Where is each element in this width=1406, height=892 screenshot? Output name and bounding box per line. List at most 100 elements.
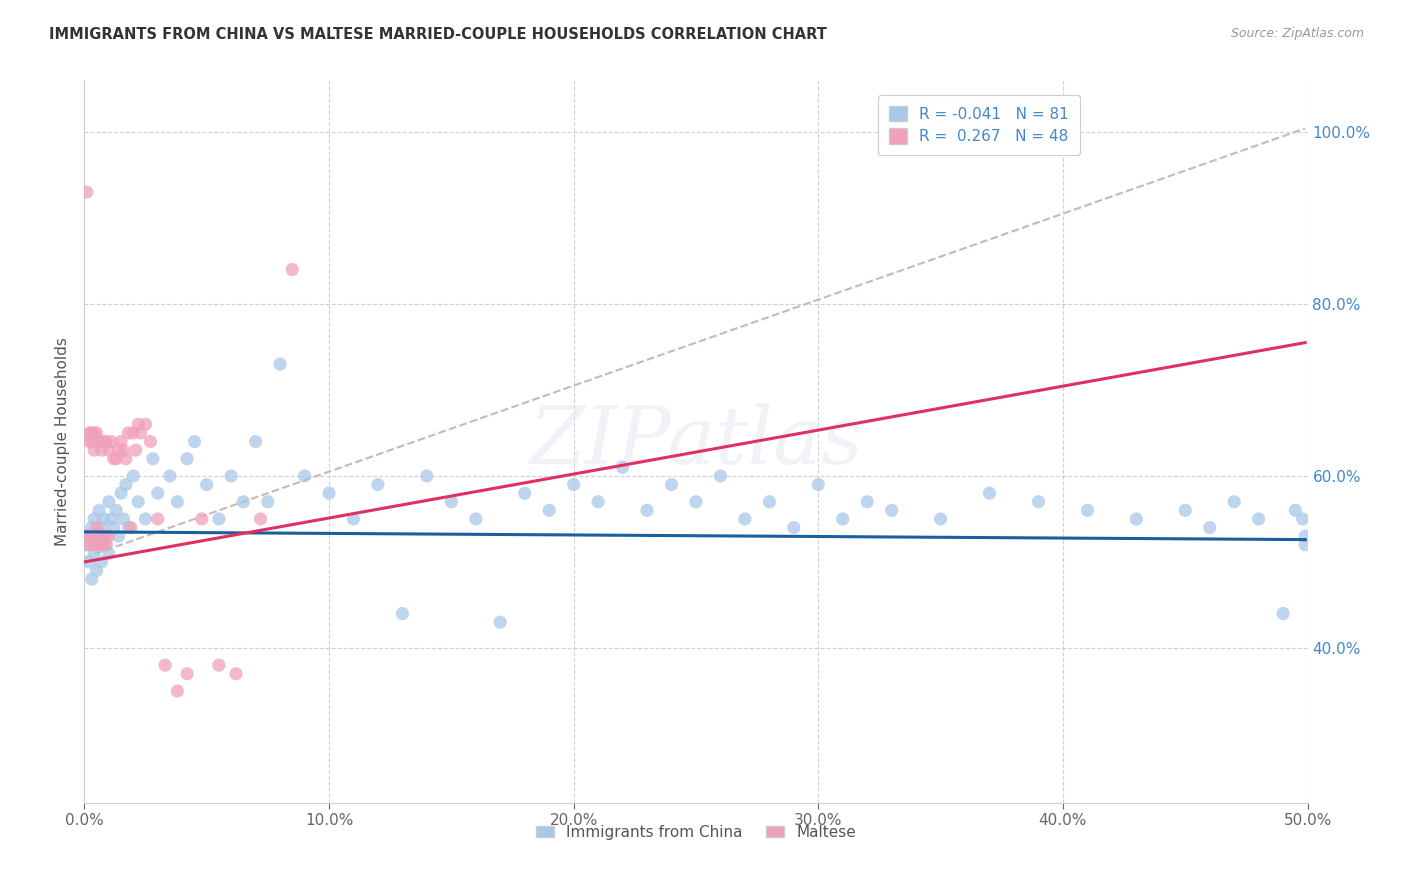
Point bbox=[77, 434, 100, 449]
Point bbox=[96, 538, 118, 552]
Point bbox=[93, 434, 115, 449]
Point bbox=[83, 512, 105, 526]
Point bbox=[1198, 520, 1220, 534]
Point bbox=[929, 512, 952, 526]
Point bbox=[195, 477, 218, 491]
Point bbox=[76, 538, 98, 552]
Point bbox=[107, 443, 129, 458]
Point bbox=[87, 434, 110, 449]
Point bbox=[513, 486, 536, 500]
Text: ZIPatlas: ZIPatlas bbox=[529, 403, 863, 480]
Point bbox=[612, 460, 634, 475]
Point bbox=[90, 538, 112, 552]
Point bbox=[97, 529, 120, 543]
Point bbox=[1294, 529, 1316, 543]
Point bbox=[146, 486, 169, 500]
Point bbox=[831, 512, 853, 526]
Point bbox=[86, 564, 108, 578]
Point bbox=[807, 477, 830, 491]
Point bbox=[80, 572, 103, 586]
Point bbox=[87, 529, 110, 543]
Text: Source: ZipAtlas.com: Source: ZipAtlas.com bbox=[1230, 27, 1364, 40]
Point bbox=[135, 512, 157, 526]
Point bbox=[758, 494, 780, 508]
Point bbox=[97, 546, 120, 560]
Point bbox=[440, 494, 463, 508]
Point bbox=[636, 503, 658, 517]
Point bbox=[249, 512, 271, 526]
Text: IMMIGRANTS FROM CHINA VS MALTESE MARRIED-COUPLE HOUSEHOLDS CORRELATION CHART: IMMIGRANTS FROM CHINA VS MALTESE MARRIED… bbox=[49, 27, 827, 42]
Point bbox=[208, 512, 231, 526]
Point bbox=[86, 538, 108, 552]
Point bbox=[117, 520, 139, 534]
Point bbox=[86, 529, 108, 543]
Point bbox=[1076, 503, 1098, 517]
Point bbox=[1223, 494, 1246, 508]
Point bbox=[103, 451, 125, 466]
Point bbox=[1247, 512, 1270, 526]
Point bbox=[93, 512, 115, 526]
Point bbox=[117, 425, 139, 440]
Point bbox=[103, 520, 125, 534]
Point bbox=[176, 666, 198, 681]
Point bbox=[146, 512, 169, 526]
Point bbox=[1284, 503, 1306, 517]
Point bbox=[1272, 607, 1295, 621]
Point bbox=[139, 434, 162, 449]
Point bbox=[294, 469, 316, 483]
Point bbox=[191, 512, 214, 526]
Point bbox=[100, 434, 122, 449]
Point bbox=[127, 417, 149, 432]
Point bbox=[120, 520, 142, 534]
Point bbox=[142, 451, 165, 466]
Point bbox=[90, 520, 112, 534]
Point bbox=[219, 469, 242, 483]
Point bbox=[391, 607, 413, 621]
Point bbox=[856, 494, 879, 508]
Point bbox=[1174, 503, 1197, 517]
Point bbox=[1294, 538, 1316, 552]
Point bbox=[562, 477, 585, 491]
Point bbox=[257, 494, 280, 508]
Point bbox=[122, 425, 145, 440]
Point bbox=[225, 666, 247, 681]
Point bbox=[87, 503, 110, 517]
Point bbox=[245, 434, 267, 449]
Point bbox=[342, 512, 364, 526]
Point bbox=[232, 494, 254, 508]
Point bbox=[464, 512, 486, 526]
Point bbox=[105, 451, 128, 466]
Point bbox=[159, 469, 181, 483]
Point bbox=[416, 469, 439, 483]
Point bbox=[86, 425, 108, 440]
Point bbox=[96, 529, 118, 543]
Point bbox=[1028, 494, 1050, 508]
Point bbox=[87, 538, 110, 552]
Point bbox=[115, 477, 138, 491]
Point bbox=[83, 546, 105, 560]
Point bbox=[125, 443, 148, 458]
Point bbox=[586, 494, 609, 508]
Point bbox=[1125, 512, 1147, 526]
Point bbox=[76, 185, 98, 199]
Point bbox=[110, 434, 132, 449]
Point bbox=[115, 451, 138, 466]
Point bbox=[80, 520, 103, 534]
Point bbox=[77, 538, 100, 552]
Point bbox=[783, 520, 806, 534]
Point bbox=[129, 425, 152, 440]
Point bbox=[100, 512, 122, 526]
Point bbox=[367, 477, 389, 491]
Point bbox=[112, 512, 135, 526]
Point bbox=[97, 494, 120, 508]
Point bbox=[77, 555, 100, 569]
Point bbox=[76, 529, 98, 543]
Point bbox=[83, 443, 105, 458]
Point bbox=[153, 658, 176, 673]
Point bbox=[1292, 512, 1315, 526]
Point bbox=[538, 503, 561, 517]
Point bbox=[489, 615, 512, 630]
Point bbox=[661, 477, 683, 491]
Point bbox=[880, 503, 903, 517]
Point bbox=[83, 425, 105, 440]
